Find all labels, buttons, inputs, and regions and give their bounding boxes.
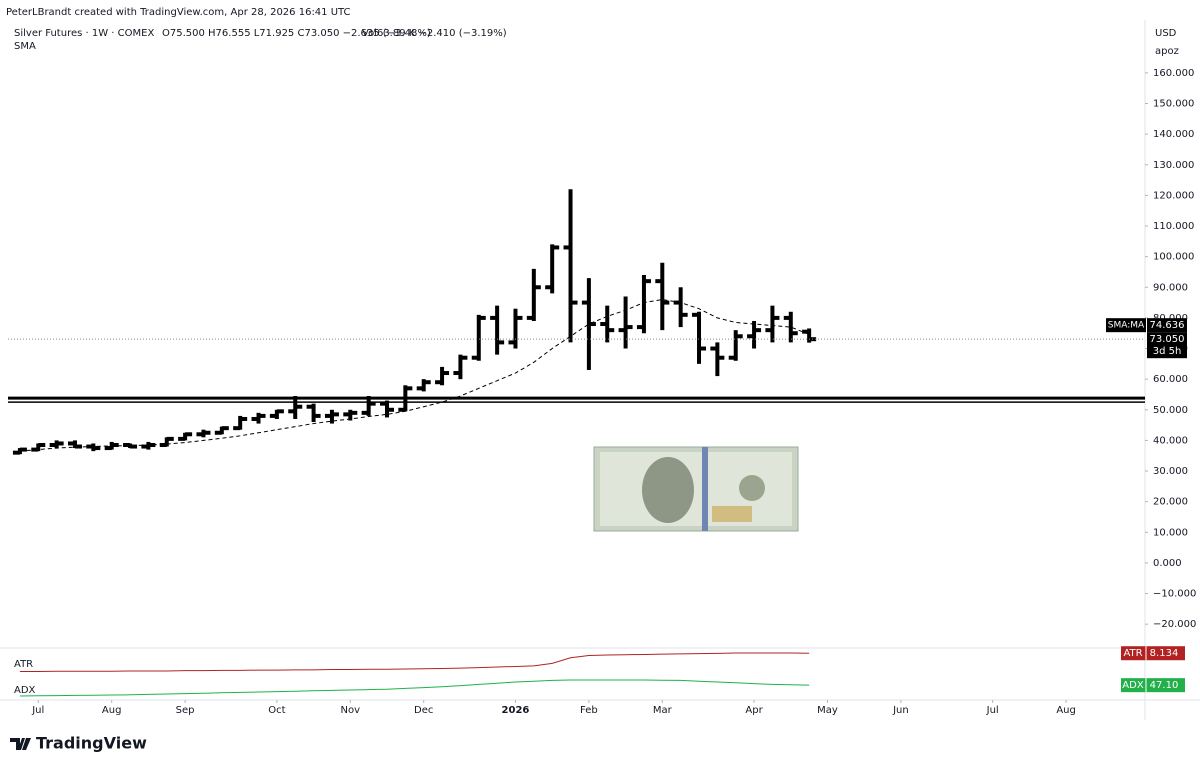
y-tick-label: 60.000	[1153, 374, 1188, 385]
indicator-name: ATR	[14, 659, 33, 670]
credit: PeterLBrandt created with TradingView.co…	[6, 7, 351, 18]
indicator-tag-name: ATR	[1123, 648, 1142, 659]
indicator-name: ADX	[14, 685, 36, 696]
sma-name: SMA:MA	[1108, 321, 1145, 331]
y-tick-label: 30.000	[1153, 466, 1188, 477]
ohlc-legend: O75.500 H76.555 L71.925 C73.050 −2.635 (…	[162, 28, 431, 39]
x-tick-label: Jul	[986, 705, 999, 716]
x-tick-label: Nov	[341, 705, 361, 716]
unit: apoz	[1155, 46, 1179, 57]
bill-bell	[712, 506, 752, 522]
y-tick-label: 120.000	[1153, 190, 1194, 201]
x-tick-label: Aug	[102, 705, 122, 716]
sma-value-box	[1147, 318, 1187, 333]
x-tick-label: Feb	[580, 705, 598, 716]
y-tick-label: 10.000	[1153, 527, 1188, 538]
indicator-line	[19, 652, 810, 673]
dollar-bill	[593, 446, 799, 532]
x-tick-label: Jun	[892, 705, 909, 716]
indicator-tag-box	[1121, 646, 1185, 661]
x-tick-label: Dec	[414, 705, 433, 716]
bill-portrait	[642, 457, 694, 523]
y-tick-label: 90.000	[1153, 282, 1188, 293]
x-tick-label: Jul	[31, 705, 44, 716]
x-tick-label: Apr	[745, 705, 763, 716]
indicator-line	[19, 679, 810, 697]
symbol: Silver Futures · 1W · COMEX	[14, 28, 154, 39]
y-tick-label: 0.000	[1153, 558, 1182, 569]
y-tick-label: 50.000	[1153, 405, 1188, 416]
x-tick-label: Oct	[268, 705, 285, 716]
bill-seal	[739, 475, 765, 501]
sma-line	[19, 299, 810, 452]
x-tick-label: Sep	[176, 705, 195, 716]
y-tick-label: 130.000	[1153, 160, 1194, 171]
y-tick-label: 100.000	[1153, 252, 1194, 263]
y-tick-label: 20.000	[1153, 497, 1188, 508]
currency: USD	[1155, 28, 1177, 39]
indicator-tag-box	[1121, 678, 1185, 693]
logo-icon	[10, 738, 31, 750]
close-box	[1147, 332, 1187, 359]
x-tick-label: Aug	[1056, 705, 1076, 716]
indicator-tag-value: 8.134	[1150, 648, 1179, 659]
indicator-legend: SMA	[14, 41, 36, 52]
sma-name-box	[1106, 318, 1146, 333]
bill-ribbon	[702, 447, 708, 531]
countdown: 3d 5h	[1153, 346, 1182, 357]
brand: TradingView	[36, 734, 147, 753]
brand-logo: TradingView	[10, 734, 147, 753]
x-tick-label: 2026	[502, 705, 530, 716]
y-tick-label: 150.000	[1153, 99, 1194, 110]
y-tick-label: −10.000	[1153, 589, 1196, 600]
volume-legend: Vol63.89 K −2.410 (−3.19%)	[362, 28, 507, 39]
sma-value: 74.636	[1150, 320, 1185, 331]
y-tick-label: 40.000	[1153, 435, 1188, 446]
y-tick-label: 160.000	[1153, 68, 1194, 79]
indicator-tag-name: ADX	[1122, 680, 1144, 691]
y-tick-label: 140.000	[1153, 129, 1194, 140]
y-tick-label: −20.000	[1153, 619, 1196, 630]
close-value: 73.050	[1150, 334, 1185, 345]
indicator-tag-value: 47.10	[1150, 680, 1179, 691]
x-tick-label: Mar	[653, 705, 673, 716]
y-tick-label: 110.000	[1153, 221, 1194, 232]
x-tick-label: May	[817, 705, 838, 716]
